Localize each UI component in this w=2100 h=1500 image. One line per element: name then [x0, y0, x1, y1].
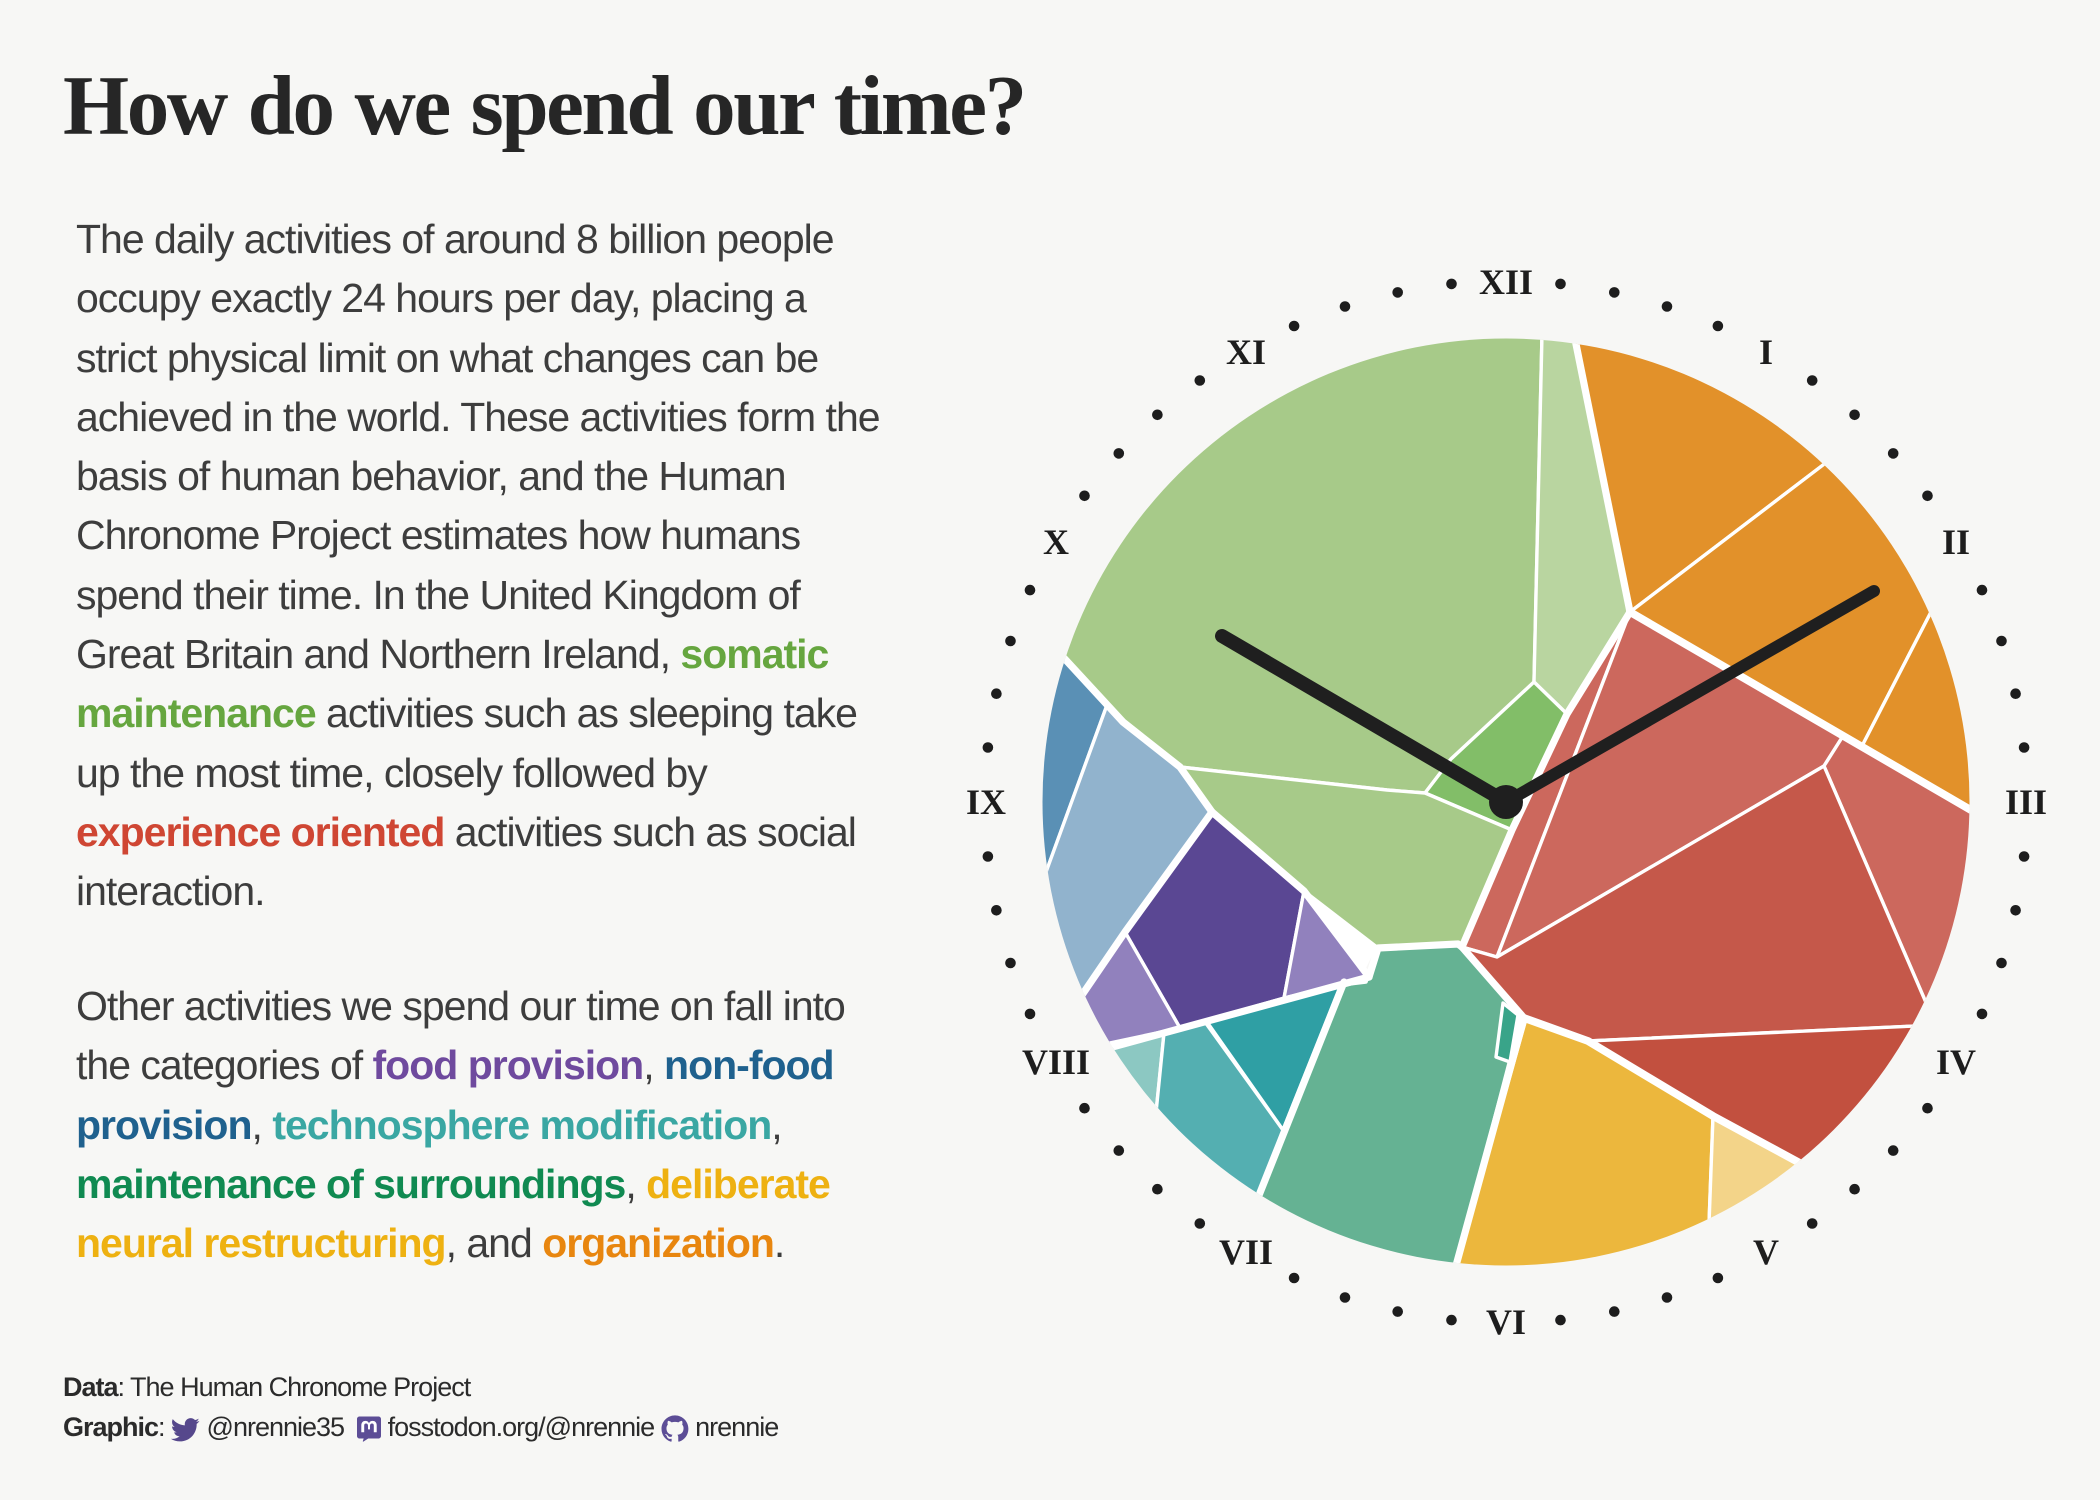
svg-text:IV: IV	[1936, 1042, 1976, 1082]
svg-text:XII: XII	[1479, 262, 1533, 302]
svg-text:II: II	[1942, 522, 1970, 562]
svg-text:IX: IX	[966, 782, 1006, 822]
svg-text:VIII: VIII	[1022, 1042, 1090, 1082]
svg-text:I: I	[1759, 332, 1773, 372]
svg-text:XI: XI	[1226, 332, 1266, 372]
svg-text:VII: VII	[1219, 1232, 1273, 1272]
svg-text:VI: VI	[1486, 1302, 1526, 1342]
svg-text:X: X	[1043, 522, 1069, 562]
svg-text:V: V	[1753, 1232, 1779, 1272]
svg-text:III: III	[2005, 782, 2047, 822]
